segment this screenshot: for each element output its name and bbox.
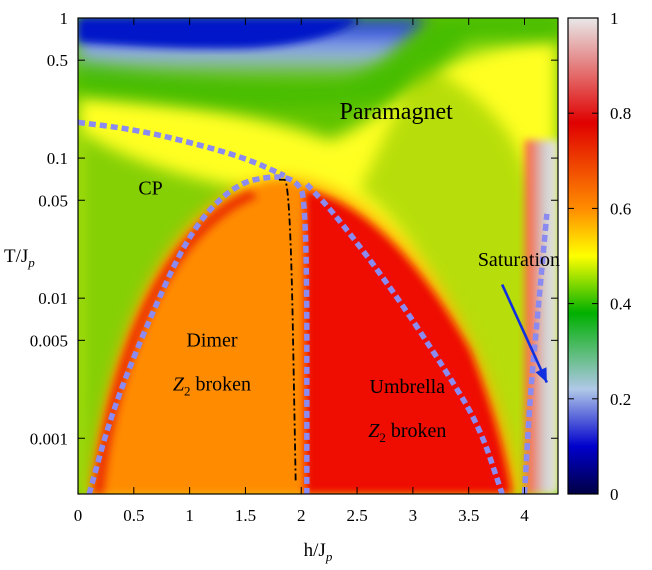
y-tick-label: 0.1 (47, 149, 68, 168)
x-tick-label: 1 (185, 506, 194, 525)
phase-boundaries (78, 119, 550, 494)
y-axis-ticks: 1 0.5 0.1 0.05 0.01 0.005 0.001 (30, 9, 558, 448)
x-tick-label: 0 (74, 506, 83, 525)
boundary-dimer-dome (86, 174, 310, 494)
z2-text: broken (386, 420, 447, 442)
z2-subscript: 2 (184, 383, 191, 398)
x-axis-ticks: 0 0.5 1 1.5 2 2.5 3 3.5 4 (74, 18, 529, 525)
y-tick-label: 0.005 (30, 331, 68, 350)
z2-symbol: Z (368, 420, 380, 442)
y-axis-title: T/Jp (4, 246, 35, 270)
x-axis-title: h/Jp (304, 540, 333, 564)
boundary-umbrella-dome (304, 182, 505, 494)
z2-text: broken (190, 373, 251, 395)
region-label: Umbrella (370, 376, 446, 398)
colorbar-tick-label: 1 (610, 9, 619, 28)
heatmap-area (78, 18, 558, 494)
z2-symbol: Z (173, 373, 185, 395)
colorbar-tick-label: 0.4 (610, 295, 632, 314)
boundary-first-order (278, 178, 297, 481)
saturation-arrow-line (501, 284, 549, 384)
region-label: Paramagnet (339, 99, 453, 125)
x-tick-label: 1.5 (235, 506, 256, 525)
saturation-arrow (501, 284, 549, 384)
region-label: Dimer (186, 330, 237, 352)
x-axis-title-subscript: p (325, 549, 333, 564)
x-tick-label: 4 (520, 506, 529, 525)
x-tick-label: 0.5 (123, 506, 144, 525)
colorbar-tick-label: 0 (610, 485, 619, 504)
colorbar-tick-label: 0.6 (610, 199, 631, 218)
y-tick-label: 0.001 (30, 429, 68, 448)
y-tick-label: 0.5 (47, 51, 68, 70)
y-tick-label: 0.01 (38, 289, 68, 308)
region-label: Z2 broken (173, 373, 251, 398)
x-tick-label: 2.5 (346, 506, 367, 525)
region-label: Z2 broken (368, 420, 446, 445)
region-label: CP (138, 177, 162, 199)
colorbar (567, 17, 599, 495)
z2-subscript: 2 (379, 430, 386, 445)
region-label: Saturation (478, 249, 560, 271)
x-tick-label: 3.5 (458, 506, 479, 525)
saturation-arrow-head (535, 367, 547, 383)
boundary-crossover (78, 119, 286, 179)
y-tick-label: 0.05 (38, 191, 68, 210)
x-tick-label: 3 (409, 506, 418, 525)
colorbar-ticks: 0 0.2 0.4 0.6 0.8 1 (568, 9, 632, 504)
y-axis-title-subscript: p (27, 255, 35, 270)
y-tick-label: 1 (60, 9, 69, 28)
plot-frame (77, 17, 559, 495)
x-tick-label: 2 (297, 506, 306, 525)
colorbar-tick-label: 0.2 (610, 390, 631, 409)
colorbar-tick-label: 0.8 (610, 104, 631, 123)
